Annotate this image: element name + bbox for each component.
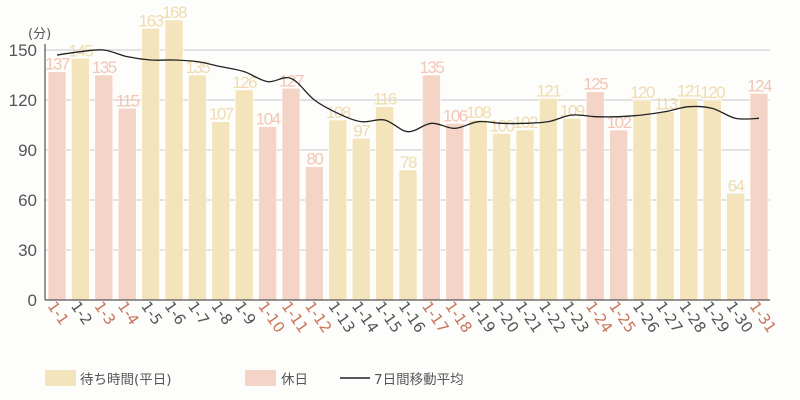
bar-holiday — [281, 88, 301, 301]
bar-weekday — [234, 89, 254, 301]
x-axis-label: 1-5 — [137, 298, 166, 328]
bar-value-label: 124 — [747, 76, 772, 95]
bar-value-label: 108 — [326, 103, 351, 122]
bars — [47, 19, 769, 301]
bar-value-label: 115 — [116, 91, 140, 110]
bar-weekday — [562, 118, 582, 301]
bar-value-label: 121 — [677, 81, 702, 100]
bar-value-label: 102 — [607, 113, 632, 132]
bar-weekday — [375, 106, 394, 301]
bar-value-label: 126 — [232, 73, 257, 92]
bar-value-label: 120 — [630, 83, 655, 102]
bar-weekday — [515, 129, 535, 301]
bar-value-label: 135 — [92, 58, 117, 77]
bar-weekday — [71, 58, 90, 301]
legend-label-moving-average: 7日間移動平均 — [374, 372, 464, 388]
y-tick-label: 30 — [18, 241, 37, 260]
bar-value-label: 102 — [513, 113, 538, 132]
bar-weekday — [141, 28, 160, 301]
bar-weekday — [211, 121, 231, 301]
moving-average-path — [56, 49, 760, 133]
bar-holiday — [749, 93, 769, 301]
x-axis-labels: 1-11-21-31-41-51-61-71-81-91-101-111-121… — [44, 298, 780, 336]
bar-weekday — [679, 98, 699, 301]
legend-swatch-holiday — [245, 370, 276, 386]
x-axis-label: 1-9 — [231, 298, 260, 328]
y-tick-label: 60 — [18, 191, 37, 210]
bar-value-label: 125 — [583, 75, 608, 94]
x-axis-label: 1-2 — [67, 298, 96, 328]
bar-value-label: 127 — [279, 71, 304, 90]
bar-weekday — [398, 169, 418, 301]
x-axis-label: 1-7 — [184, 298, 213, 328]
bar-value-label: 78 — [400, 153, 417, 172]
bar-weekday — [468, 119, 488, 301]
bar-value-label: 104 — [256, 110, 281, 129]
bar-holiday — [47, 71, 67, 301]
x-axis-label: 1-1 — [44, 298, 73, 328]
bar-holiday — [117, 108, 137, 301]
x-axis-label: 1-4 — [114, 298, 143, 328]
legend-label-weekday: 待ち時間(平日) — [80, 372, 172, 388]
bar-weekday — [726, 193, 745, 301]
bar-holiday — [305, 166, 324, 301]
bar-value-label: 108 — [466, 103, 491, 122]
legend-label-holiday: 休日 — [281, 372, 308, 388]
bar-value-label: 106 — [443, 106, 468, 125]
x-axis-label: 1-8 — [208, 298, 237, 328]
bar-weekday — [702, 99, 722, 301]
bar-value-label: 163 — [139, 11, 164, 30]
bar-value-label: 121 — [536, 81, 561, 100]
bar-holiday — [585, 91, 605, 301]
bar-value-label: 100 — [490, 116, 515, 135]
bar-holiday — [609, 129, 628, 301]
y-tick-label: 90 — [18, 141, 37, 160]
x-axis-label: 1-3 — [91, 298, 120, 328]
bar-value-label: 113 — [654, 95, 678, 114]
axes — [44, 44, 770, 301]
bar-value-label: 107 — [209, 105, 234, 124]
bar-value-label: 135 — [419, 58, 444, 77]
bar-value-label: 145 — [68, 41, 93, 60]
bar-weekday — [351, 138, 371, 301]
x-axis-label: 1-6 — [161, 298, 190, 328]
bar-holiday — [445, 123, 465, 301]
y-axis-unit-label: (分) — [28, 27, 51, 42]
bar-weekday — [656, 111, 675, 301]
bar-value-label: 116 — [373, 90, 397, 109]
bar-value-label: 137 — [45, 55, 70, 74]
bar-value-label: 80 — [306, 150, 323, 169]
y-tick-label: 120 — [9, 91, 37, 110]
bar-weekday — [492, 133, 511, 301]
bar-value-label: 120 — [700, 83, 725, 102]
legend: 待ち時間(平日) 休日 7日間移動平均 — [45, 370, 464, 388]
y-axis-ticks: 0 30 60 90 120 150 — [9, 41, 37, 310]
bar-weekday — [328, 119, 348, 301]
bar-weekday — [539, 98, 558, 301]
bar-holiday — [258, 126, 277, 301]
bar-weekday — [164, 19, 184, 301]
bar-weekday — [632, 99, 652, 301]
y-tick-label: 150 — [9, 41, 37, 60]
bar-holiday — [422, 74, 441, 301]
bar-holiday — [94, 74, 114, 301]
legend-swatch-weekday — [45, 370, 76, 386]
bar-value-label: 64 — [728, 176, 745, 195]
bar-weekday — [188, 74, 207, 301]
bar-value-label: 97 — [353, 121, 370, 140]
y-tick-label: 0 — [28, 291, 37, 310]
bar-value-label: 168 — [162, 3, 187, 22]
moving-average-line — [56, 49, 760, 133]
